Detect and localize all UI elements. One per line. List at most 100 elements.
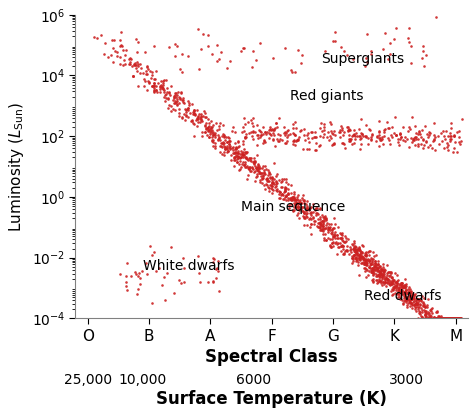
Point (319, 218, 326, 225)
Point (445, 315, 452, 322)
Point (424, 309, 432, 315)
Point (268, 186, 276, 192)
Point (357, 249, 365, 256)
Point (230, 157, 238, 164)
Point (417, 310, 424, 317)
Point (250, 161, 258, 168)
Point (223, 143, 231, 150)
Point (225, 141, 233, 148)
Point (292, 200, 300, 206)
Point (421, 123, 428, 129)
Point (430, 315, 438, 322)
Point (273, 179, 280, 186)
Point (194, 115, 202, 122)
Point (408, 113, 415, 120)
Point (234, 144, 242, 150)
Point (364, 256, 371, 263)
Point (301, 215, 309, 221)
Point (386, 39, 394, 46)
Point (353, 251, 361, 258)
Point (298, 208, 306, 215)
Point (241, 162, 248, 168)
Point (163, 270, 171, 276)
Point (387, 278, 395, 284)
Point (281, 188, 288, 195)
Point (234, 153, 242, 159)
Point (412, 298, 419, 304)
Point (342, 247, 350, 253)
Point (276, 189, 284, 195)
Point (239, 141, 247, 148)
Point (217, 143, 224, 149)
Point (362, 273, 370, 280)
Point (201, 129, 209, 136)
Point (123, 273, 130, 280)
Point (172, 89, 180, 96)
Point (303, 210, 311, 216)
Point (390, 286, 397, 292)
Point (220, 132, 228, 139)
Point (281, 44, 289, 51)
Point (328, 239, 336, 246)
Point (231, 149, 238, 156)
Point (152, 86, 159, 93)
Point (319, 227, 326, 234)
Point (116, 61, 124, 67)
Point (116, 54, 124, 61)
Point (241, 135, 249, 142)
Point (337, 44, 345, 51)
Point (182, 111, 190, 118)
Point (358, 253, 365, 259)
Point (395, 286, 402, 292)
Point (269, 136, 276, 143)
Point (254, 168, 262, 174)
Point (253, 132, 261, 139)
Point (370, 279, 377, 286)
Point (307, 220, 315, 227)
Point (294, 204, 302, 210)
Point (451, 315, 458, 322)
Point (352, 254, 360, 261)
Point (226, 58, 233, 65)
Point (239, 151, 247, 158)
Point (385, 277, 392, 284)
Point (240, 145, 247, 152)
Point (416, 302, 424, 309)
Point (297, 200, 304, 206)
Point (307, 223, 314, 230)
Point (170, 93, 178, 99)
Point (300, 126, 308, 133)
Point (212, 120, 220, 126)
Point (241, 154, 249, 161)
Point (294, 47, 302, 54)
Point (254, 167, 261, 174)
Point (359, 256, 367, 262)
Point (273, 179, 280, 186)
Point (362, 251, 370, 258)
Point (418, 306, 426, 313)
Point (328, 226, 336, 233)
Point (219, 139, 227, 146)
Point (375, 278, 382, 284)
Point (290, 193, 297, 200)
Point (320, 231, 327, 238)
Point (392, 132, 400, 138)
Point (163, 89, 171, 95)
Point (197, 115, 205, 122)
Point (445, 315, 452, 322)
Point (127, 56, 134, 63)
Point (293, 193, 301, 200)
Point (263, 176, 270, 183)
Point (408, 296, 416, 303)
Point (318, 222, 325, 229)
Point (290, 207, 298, 214)
Point (417, 141, 425, 148)
Point (211, 139, 219, 146)
Point (314, 220, 322, 226)
Point (249, 122, 257, 129)
Point (383, 261, 391, 268)
Point (317, 222, 324, 229)
Point (376, 134, 383, 141)
Point (380, 281, 388, 288)
Point (164, 105, 171, 112)
